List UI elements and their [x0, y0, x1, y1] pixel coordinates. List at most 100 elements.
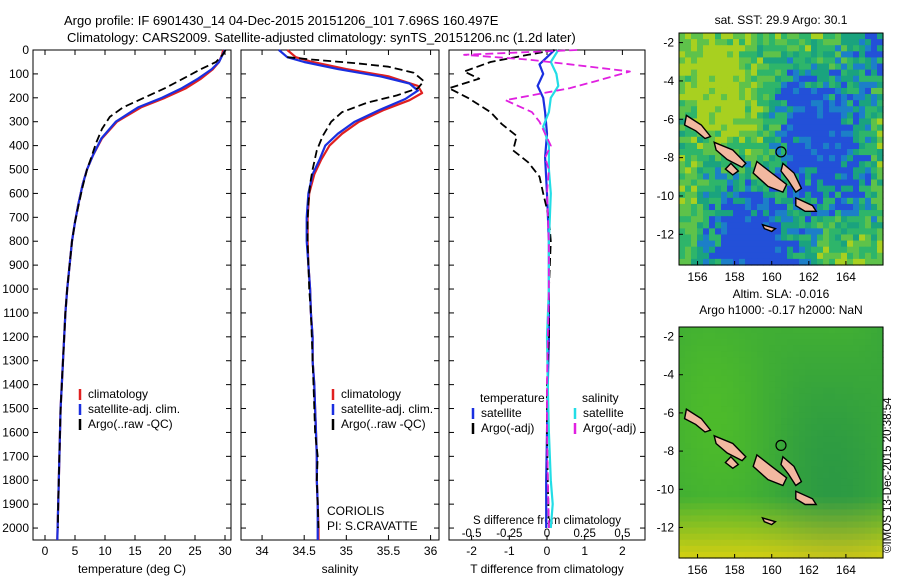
legend-label: Argo(-adj) [583, 421, 636, 435]
island-1 [683, 407, 712, 433]
x-tick-label: 2 [619, 544, 626, 558]
island-4 [752, 453, 788, 487]
island-5 [780, 162, 803, 194]
x-tick-label: 1 [581, 544, 588, 558]
legend-heading-temperature: temperature [480, 391, 545, 405]
x-tick-label: 0 [544, 544, 551, 558]
island-2 [713, 434, 747, 462]
y-tick-label: 800 [9, 234, 29, 248]
map-y-tick-label: -10 [657, 482, 675, 496]
x-axis-label: T difference from climatology [470, 562, 624, 576]
y-tick-label: 100 [9, 67, 29, 81]
map-y-tick-label: -12 [657, 520, 675, 534]
y-tick-label: 0 [22, 43, 29, 57]
x-tick-label: 30 [218, 544, 232, 558]
map-y-tick-label: -4 [663, 368, 674, 382]
y-tick-label: 200 [9, 91, 29, 105]
profile-panel-frame [32, 49, 232, 541]
map-x-tick-label: 160 [762, 563, 782, 577]
x-top-tick-label: 0 [544, 528, 550, 540]
x-tick-label: 5 [72, 544, 79, 558]
x-axis-label: temperature (deg C) [78, 562, 186, 576]
map-y-tick-label: -4 [663, 74, 674, 88]
legend-label: Argo(-adj) [481, 421, 534, 435]
legend-label: Argo(..raw -QC) [341, 417, 426, 431]
chart-title-line1: Argo profile: IF 6901430_14 04-Dec-2015 … [64, 13, 499, 28]
series-line-3-4 [463, 49, 631, 529]
x-top-tick-label: -0.5 [462, 528, 482, 540]
x-tick-label: 15 [128, 544, 142, 558]
annotation-pi: PI: S.CRAVATTE [327, 519, 418, 533]
x-tick-label: 0 [42, 544, 49, 558]
island-4 [752, 160, 788, 193]
y-tick-label: 1300 [2, 354, 29, 368]
y-tick-label: 1800 [2, 473, 29, 487]
y-tick-label: 700 [9, 210, 29, 224]
x-axis-label: salinity [322, 562, 359, 576]
map-x-tick-label: 162 [799, 563, 819, 577]
map-y-tick-label: -8 [663, 151, 674, 165]
map-x-tick-label: 164 [836, 270, 856, 284]
x-tick-label: 10 [98, 544, 112, 558]
map-x-tick-label: 158 [725, 563, 745, 577]
island-5 [780, 455, 803, 487]
map-field-1 [679, 33, 884, 266]
series-line-1-3 [57, 49, 227, 529]
y-tick-label: 600 [9, 186, 29, 200]
map-field-2 [679, 327, 884, 559]
series-line-3-3 [542, 49, 560, 529]
argo-position-marker [775, 439, 787, 451]
map-frame-2 [678, 326, 884, 559]
map-y-tick-label: -2 [663, 36, 674, 50]
map-x-tick-label: 158 [725, 270, 745, 284]
map-x-tick-label: 164 [836, 563, 856, 577]
map-y-tick-label: -2 [663, 330, 674, 344]
legend-label: climatology [341, 387, 401, 401]
map-title-sla: Altim. SLA: -0.016 [733, 287, 830, 301]
map-subtitle-sla: Argo h1000: -0.17 h2000: NaN [699, 303, 862, 317]
y-tick-label: 1200 [2, 330, 29, 344]
y-tick-label: 1000 [2, 282, 29, 296]
legend-heading-salinity: salinity [582, 391, 619, 405]
x-tick-label: 34 [255, 544, 269, 558]
y-tick-label: 1400 [2, 378, 29, 392]
legend-label: satellite-adj. clim. [341, 402, 433, 416]
x-tick-label: 36 [424, 544, 438, 558]
profile-panel-frame [240, 49, 440, 541]
map-x-tick-label: 156 [688, 270, 708, 284]
map-x-tick-label: 160 [762, 270, 782, 284]
island-3 [724, 455, 740, 470]
series-line-2-3 [287, 56, 425, 529]
map-x-tick-label: 162 [799, 270, 819, 284]
x-tick-label: 35.5 [377, 544, 401, 558]
map-x-tick-label: 156 [688, 563, 708, 577]
x-tick-label: -1 [504, 544, 515, 558]
argo-position-marker [775, 146, 787, 158]
x-top-tick-label: 0.5 [614, 528, 630, 540]
y-tick-label: 500 [9, 163, 29, 177]
y-tick-label: 1600 [2, 425, 29, 439]
island-6 [795, 196, 818, 213]
map-y-tick-label: -10 [657, 189, 675, 203]
y-tick-label: 2000 [2, 521, 29, 535]
chart-title-line2: Climatology: CARS2009. Satellite-adjuste… [67, 30, 576, 45]
legend-label: satellite [583, 406, 624, 420]
x-tick-label: -2 [466, 544, 477, 558]
x-top-tick-label: 0.25 [573, 528, 595, 540]
y-tick-label: 1100 [3, 306, 29, 320]
y-tick-label: 400 [9, 139, 29, 153]
y-tick-label: 1700 [2, 449, 29, 463]
legend-label: satellite [481, 406, 522, 420]
y-tick-label: 900 [9, 258, 29, 272]
y-tick-label: 1500 [2, 402, 29, 416]
map-y-tick-label: -12 [657, 227, 675, 241]
island-7 [761, 223, 777, 233]
x-tick-label: 35 [340, 544, 354, 558]
annotation-coriolis: CORIOLIS [327, 504, 384, 518]
island-1 [683, 114, 712, 140]
island-7 [761, 516, 777, 526]
x-tick-label: 25 [188, 544, 202, 558]
island-6 [795, 490, 818, 506]
legend-label: satellite-adj. clim. [88, 402, 180, 416]
map-y-tick-label: -6 [663, 406, 674, 420]
